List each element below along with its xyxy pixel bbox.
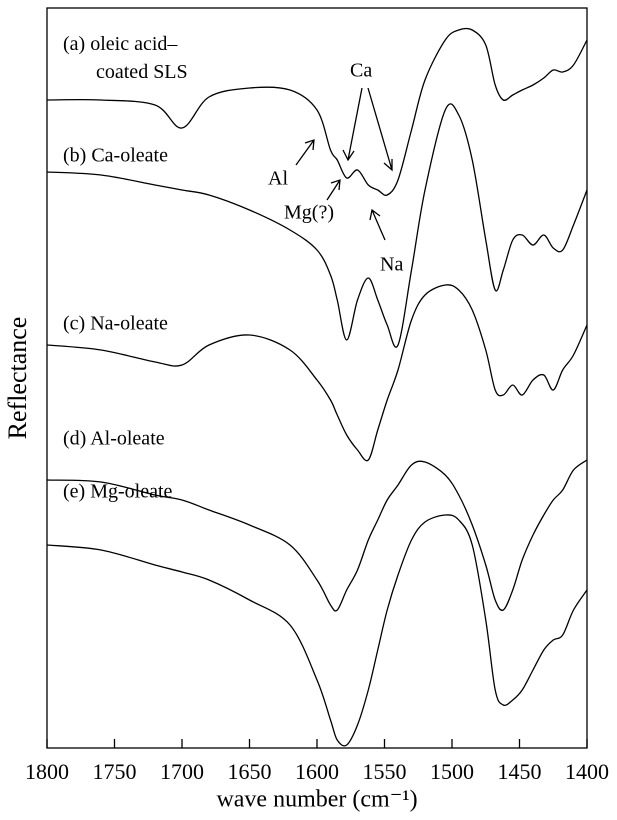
annotation: Al — [268, 168, 288, 190]
x-tick-label: 1400 — [565, 759, 609, 784]
series-label: (c) Na-oleate — [63, 313, 168, 335]
x-tick-label: 1500 — [430, 759, 474, 784]
annotation: Ca — [350, 60, 372, 82]
plot-frame — [46, 7, 588, 749]
spectrum-line — [46, 103, 588, 348]
series-label: (a) oleic acid– coated SLS — [63, 33, 188, 83]
arrow — [326, 179, 341, 201]
x-tick-label: 1750 — [93, 759, 137, 784]
x-tick-label: 1550 — [363, 759, 407, 784]
annotation: Na — [380, 254, 403, 276]
spectrum-line — [46, 514, 588, 747]
y-axis-label: Reflectance — [3, 317, 32, 440]
arrow — [369, 208, 386, 241]
series-label: (b) Ca-oleate — [63, 145, 168, 167]
annotation: Mg(?) — [284, 202, 334, 224]
arrow — [367, 87, 393, 172]
x-tick-label: 1700 — [160, 759, 204, 784]
x-tick-label: 1650 — [228, 759, 272, 784]
arrow — [342, 87, 363, 162]
series-label: (d) Al-oleate — [63, 428, 165, 450]
spectrum-line — [46, 284, 588, 462]
x-axis-label: wave number (cm⁻¹) — [216, 787, 417, 813]
x-tick-label: 1800 — [25, 759, 69, 784]
series-label: (e) Mg-oleate — [63, 481, 173, 503]
x-tick-label: 1450 — [498, 759, 542, 784]
x-tick-label: 1600 — [295, 759, 339, 784]
spectrum-line — [46, 27, 588, 196]
spectrum-line — [46, 459, 588, 612]
arrow — [295, 139, 315, 166]
arrows — [295, 87, 393, 241]
